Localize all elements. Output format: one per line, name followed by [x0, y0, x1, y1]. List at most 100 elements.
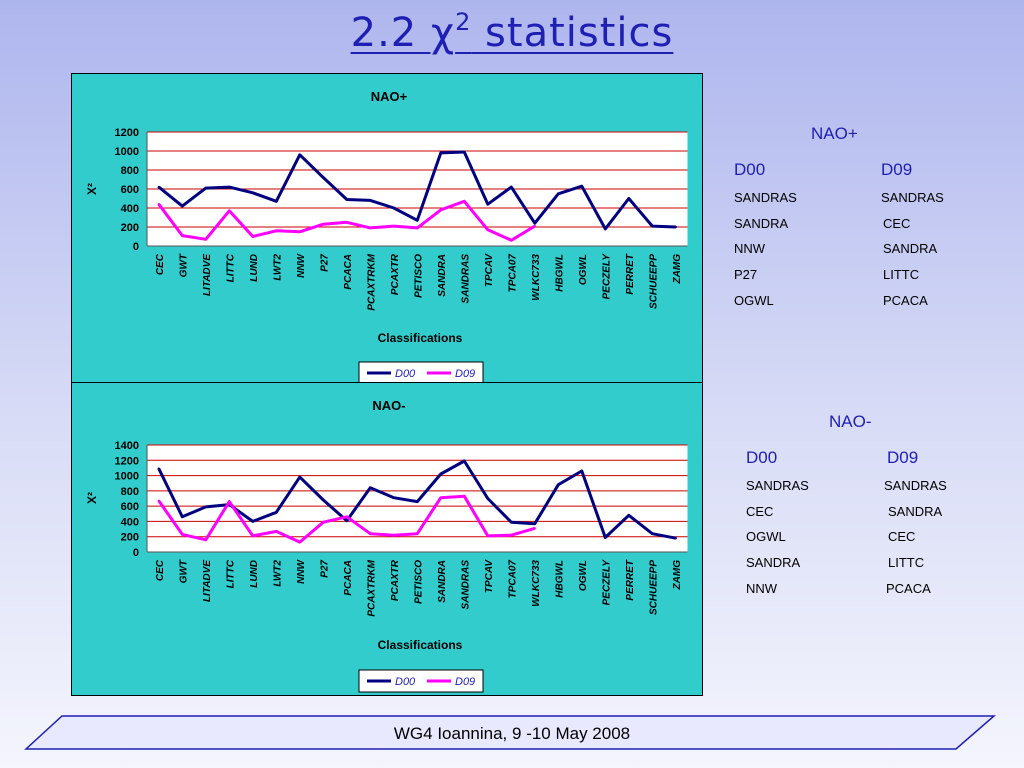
y-tick-label: 0: [133, 241, 139, 253]
x-tick-label: PERRET: [625, 253, 636, 294]
x-tick-label: SANDRA: [437, 254, 448, 297]
data-point-d09: [204, 238, 207, 241]
data-point-d00: [345, 198, 348, 201]
legend-label-d00: D00: [395, 676, 416, 688]
x-tick-label: SANDRAS: [460, 254, 471, 304]
x-tick-label: PCAXTR: [390, 559, 401, 601]
y-tick-label: 0: [133, 547, 139, 559]
chart-nao-plus: 0 200 400 600 800 1000 1200 CEC GWT LITADVE LITTC L…: [71, 73, 703, 383]
data-point-d00: [557, 192, 560, 195]
data-point-d00: [298, 475, 301, 479]
side-col-head-d09: D09: [881, 160, 913, 179]
side-item: SANDRA: [734, 216, 789, 231]
x-tick-label: PCACA: [343, 560, 354, 596]
x-tick-label: PETISCO: [413, 560, 424, 604]
x-tick-label: WLKC733: [531, 560, 542, 607]
data-point-d09: [416, 532, 419, 535]
data-point-d00: [463, 459, 466, 463]
data-point-d00: [275, 200, 278, 203]
data-point-d09: [392, 224, 395, 228]
y-axis-label: X²: [85, 492, 99, 504]
x-tick-label: PCAXTRKM: [366, 559, 377, 616]
data-point-d00: [251, 191, 254, 194]
data-point-d09: [345, 515, 348, 519]
x-tick-label: PECZELY: [601, 559, 612, 606]
x-tick-label: LITADVE: [202, 560, 213, 602]
side-item: PCACA: [886, 581, 931, 596]
data-point-d09: [204, 538, 207, 541]
chart-nao-plus-svg: 0 200 400 600 800 1000 1200 CEC GWT LITADVE LITTC L…: [85, 89, 688, 382]
x-axis-label: Classifications: [378, 638, 463, 652]
y-tick-label: 1000: [115, 146, 139, 158]
data-point-d09: [251, 534, 254, 538]
data-point-d00: [651, 532, 654, 535]
x-tick-label: PERRET: [625, 559, 636, 600]
y-tick-label: 400: [121, 203, 139, 215]
x-tick-label: LITTC: [225, 559, 236, 588]
x-axis-label: Classifications: [378, 331, 463, 345]
slide-title: 2.2 χ2 statistics: [350, 8, 674, 56]
x-tick-label: LUND: [249, 560, 260, 588]
y-tick-label: 800: [121, 165, 139, 177]
x-tick-label: ZAMG: [672, 560, 683, 591]
x-tick-label: PCAXTR: [390, 253, 401, 295]
x-tick-label: HBGWL: [554, 254, 565, 292]
data-point-d00: [251, 520, 254, 523]
x-tick-label: CEC: [155, 559, 166, 581]
data-point-d09: [322, 520, 325, 524]
legend: D00 D09: [358, 669, 484, 693]
data-point-d00: [674, 225, 677, 229]
data-point-d09: [228, 500, 231, 503]
x-tick-label: LWT2: [272, 254, 283, 281]
data-point-d00: [157, 467, 160, 470]
data-point-d09: [369, 532, 372, 535]
x-tick-label: PECZELY: [601, 253, 612, 300]
x-tick-label: TPCAV: [484, 559, 495, 593]
legend-label-d09: D09: [455, 368, 475, 380]
x-tick-label: ZAMG: [672, 254, 683, 285]
data-point-d09: [298, 540, 301, 544]
side-item: SANDRA: [746, 555, 801, 570]
side-item: CEC: [883, 216, 911, 231]
x-tick-label: P27: [319, 560, 330, 578]
data-point-d09: [157, 499, 160, 502]
x-tick-label: LITADVE: [202, 254, 213, 296]
data-point-d09: [251, 235, 254, 238]
x-tick-label: OGWL: [578, 254, 589, 285]
data-point-d09: [228, 209, 231, 213]
x-tick-label: CEC: [155, 253, 166, 275]
data-point-d00: [439, 472, 442, 476]
y-tick-label: 1000: [115, 471, 139, 483]
legend: D00 D09: [358, 361, 484, 382]
data-point-d09: [486, 534, 489, 538]
x-tick-label: LITTC: [225, 253, 236, 282]
side-item: SANDRAS: [881, 190, 944, 205]
chart-title: NAO-: [372, 398, 405, 413]
x-tick-label: PETISCO: [413, 254, 424, 298]
x-tick-label: SCHUEEPP: [648, 254, 659, 309]
data-point-d00: [486, 497, 489, 500]
data-point-d00: [604, 536, 607, 539]
side-item: CEC: [746, 504, 774, 519]
data-point-d00: [416, 500, 419, 503]
side-item: OGWL: [734, 293, 774, 308]
data-point-d00: [627, 197, 630, 200]
data-point-d00: [345, 519, 348, 522]
side-item: NNW: [734, 241, 766, 256]
data-point-d00: [533, 222, 536, 225]
data-point-d00: [322, 498, 325, 502]
legend-label-d00: D00: [395, 368, 416, 380]
data-point-d00: [651, 224, 654, 228]
side-heading-nao-minus: NAO-: [829, 412, 872, 431]
data-point-d00: [369, 199, 372, 202]
x-tick-label: SANDRAS: [460, 560, 471, 610]
x-tick-label: LWT2: [272, 560, 283, 587]
x-tick-label: LUND: [249, 254, 260, 282]
side-item: SANDRAS: [884, 478, 947, 493]
x-tick-label: TPCA07: [507, 254, 518, 293]
data-point-d00: [674, 537, 677, 540]
side-item: SANDRAS: [734, 190, 797, 205]
data-point-d00: [510, 185, 513, 189]
x-tick-label: SANDRA: [437, 560, 448, 603]
x-tick-label: PCAXTRKM: [366, 253, 377, 310]
